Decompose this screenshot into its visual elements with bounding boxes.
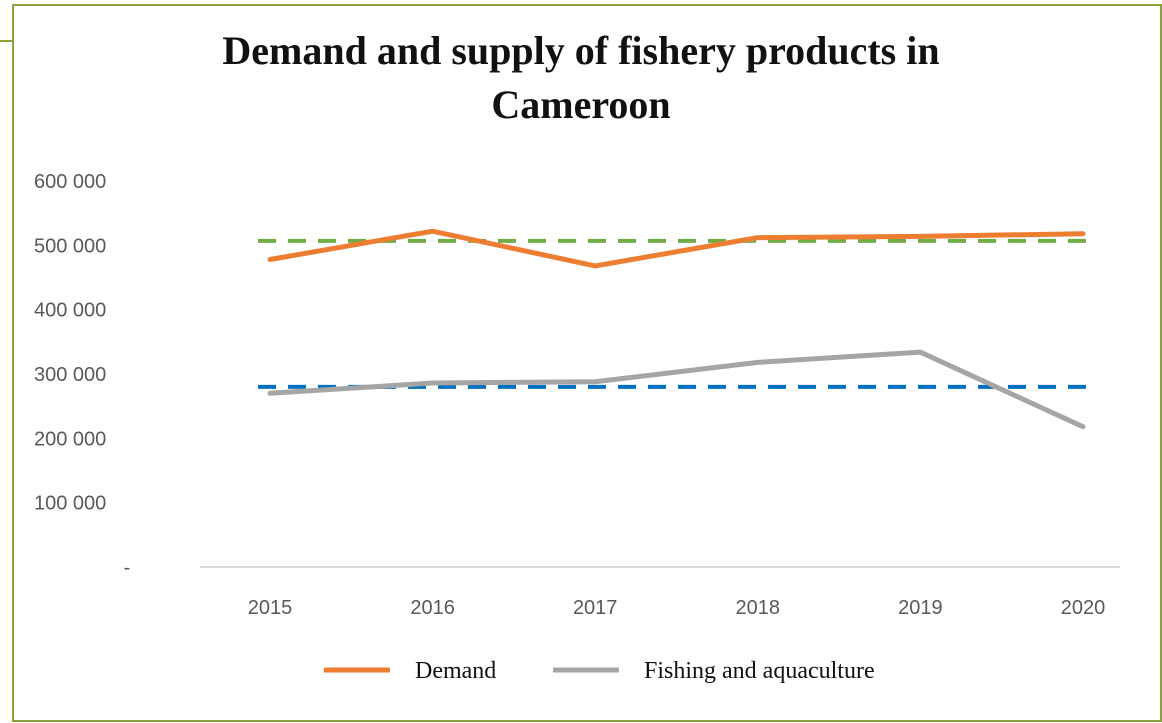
x-tick-label: 2019: [898, 597, 943, 619]
legend-label: Fishing and aquaculture: [644, 658, 875, 684]
series-line: [267, 349, 1086, 430]
x-tick-label: 2020: [1061, 597, 1106, 619]
y-tick-label: 300 000: [34, 364, 106, 386]
x-tick-label: 2018: [736, 597, 781, 619]
legend-label: Demand: [415, 658, 496, 684]
chart-title-line-2: Cameroon: [491, 82, 671, 127]
frame-accent-line: [0, 0, 22, 42]
x-tick-label: 2016: [410, 597, 455, 619]
legend: Demand Fishing and aquaculture: [324, 658, 875, 684]
chart-title-line-1: Demand and supply of fishery products in: [222, 28, 940, 73]
x-tick-label: 2017: [573, 597, 618, 619]
y-tick-label: 100 000: [34, 493, 106, 515]
y-tick-label: 200 000: [34, 428, 106, 450]
series-line: [267, 228, 1086, 269]
x-tick-label: 2015: [248, 597, 293, 619]
chart-card: [12, 4, 1162, 722]
y-tick-label: 400 000: [34, 300, 106, 322]
y-tick-label: -: [124, 557, 131, 579]
y-axis: - 100 000 200 000 300 000 400 000 500 000 600 …: [34, 171, 130, 579]
x-axis: 2015 2016 2017 2018 2019 2020: [248, 597, 1106, 619]
chart-title: Demand and supply of fishery products in…: [0, 24, 1162, 132]
reference-lines: [258, 238, 1096, 389]
y-tick-label: 600 000: [34, 171, 106, 193]
y-tick-label: 500 000: [34, 235, 106, 257]
series-lines: [267, 228, 1086, 430]
